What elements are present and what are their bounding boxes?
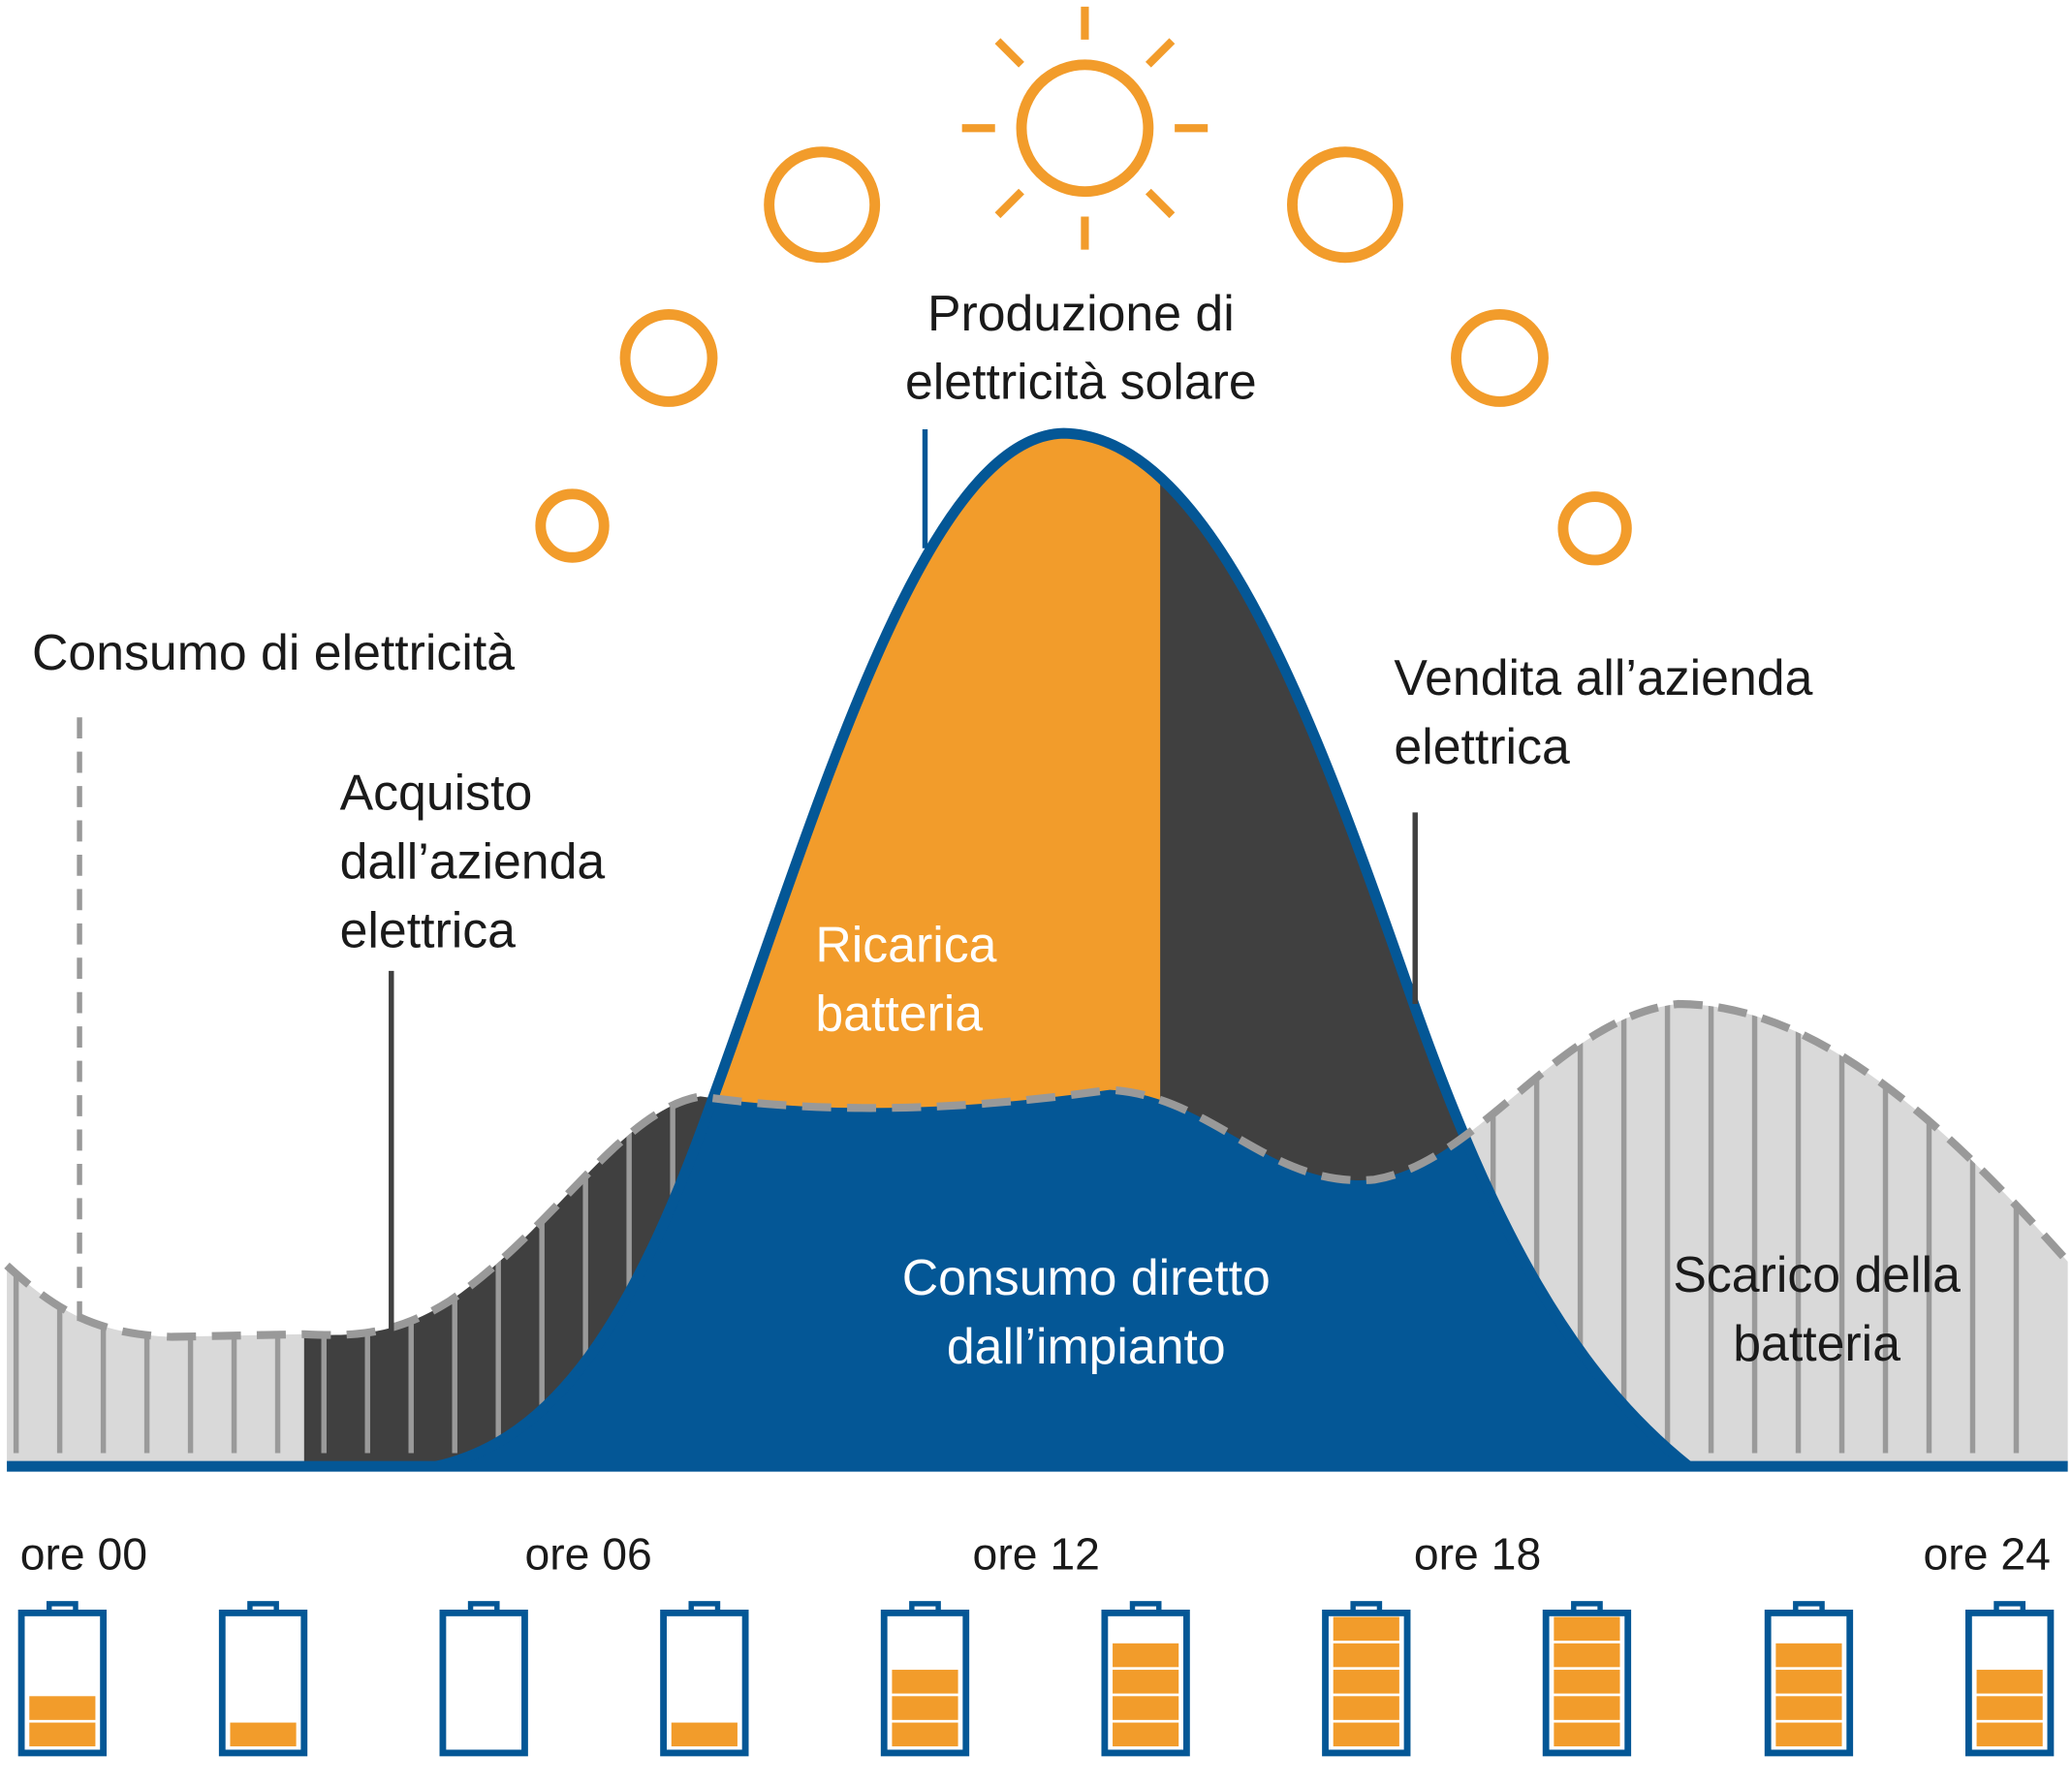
labels: Produzione di elettricità solare Consumo d… (20, 285, 2051, 1580)
battery-segment (1113, 1696, 1179, 1720)
leader-lines (77, 429, 1418, 1337)
battery-segment (230, 1722, 297, 1747)
battery-segment (1554, 1670, 1620, 1694)
consumption-outline (4, 999, 2071, 1341)
battery (218, 1601, 308, 1757)
battery-segment (1976, 1696, 2043, 1720)
battery-level (1113, 1643, 1179, 1747)
battery-level (1775, 1643, 1842, 1747)
battery-segment (1333, 1643, 1399, 1668)
batteries (17, 1601, 2055, 1757)
chart-areas (4, 427, 2071, 1472)
battery-segment (1113, 1670, 1179, 1694)
sun-position (764, 146, 881, 264)
label-direct-consumption: Consumo diretto (902, 1249, 1271, 1305)
battery-level (1333, 1616, 1399, 1747)
hour-label: ore 00 (20, 1528, 147, 1579)
battery-level (892, 1670, 958, 1747)
label-battery-discharge: Scarico della (1673, 1246, 1961, 1302)
battery-segment (1554, 1616, 1620, 1642)
label-direct-consumption: dall’impianto (947, 1318, 1226, 1374)
battery (439, 1601, 528, 1757)
battery-segment (29, 1722, 96, 1747)
solar-outline (434, 427, 1692, 1472)
label-sale: elettrica (1394, 718, 1570, 774)
battery-segment (1333, 1722, 1399, 1747)
label-battery-discharge: batteria (1733, 1315, 1900, 1371)
battery-body (439, 1610, 528, 1757)
hour-label: ore 24 (1924, 1528, 2051, 1579)
battery-segment (1554, 1696, 1620, 1720)
battery-segment (1113, 1643, 1179, 1668)
sun (1016, 59, 1154, 198)
battery (1101, 1601, 1190, 1757)
label-solar-production: Produzione di (927, 285, 1235, 341)
battery-segment (1976, 1670, 2043, 1694)
battery (1964, 1601, 2055, 1757)
battery-segment (892, 1696, 958, 1720)
label-solar-production: elettricità solare (905, 354, 1257, 410)
label-purchase: Acquisto (340, 765, 533, 821)
sun-position (1451, 308, 1549, 407)
battery-segment (1976, 1722, 2043, 1747)
sun-position (1287, 146, 1403, 264)
battery-segment (1554, 1643, 1620, 1668)
battery-segment (1554, 1722, 1620, 1747)
sun-position (619, 308, 718, 407)
label-battery-charge: batteria (815, 985, 983, 1041)
battery (1764, 1601, 1854, 1757)
hour-label: ore 18 (1414, 1528, 1541, 1579)
battery (880, 1601, 970, 1757)
battery-segment (892, 1722, 958, 1747)
hour-label: ore 06 (524, 1528, 651, 1579)
battery-level (1554, 1616, 1620, 1747)
battery-segment (29, 1696, 96, 1720)
battery (660, 1601, 749, 1757)
sun-position (1557, 491, 1632, 566)
battery-level (29, 1696, 96, 1747)
battery (17, 1601, 108, 1757)
battery-segment (1775, 1696, 1842, 1720)
battery-segment (1333, 1670, 1399, 1694)
battery-level (671, 1722, 738, 1747)
battery-segment (1113, 1722, 1179, 1747)
label-consumption: Consumo di elettricità (32, 624, 515, 680)
battery-segment (1775, 1722, 1842, 1747)
battery-level (1976, 1670, 2043, 1747)
battery (1542, 1601, 1632, 1757)
battery-segment (892, 1670, 958, 1694)
battery-segment (1775, 1643, 1842, 1668)
suns (535, 6, 1632, 566)
sun-position (535, 488, 610, 563)
battery (1322, 1601, 1411, 1757)
sun-rays (961, 6, 1209, 250)
battery-segment (1775, 1670, 1842, 1694)
battery-segment (1333, 1616, 1399, 1642)
label-purchase: dall’azienda (340, 833, 606, 890)
label-battery-charge: Ricarica (815, 916, 996, 972)
battery-segment (1333, 1696, 1399, 1720)
battery-level (230, 1722, 297, 1747)
hour-label: ore 12 (973, 1528, 1100, 1579)
label-sale: Vendita all’azienda (1394, 649, 1812, 705)
battery-segment (671, 1722, 738, 1747)
label-purchase: elettrica (340, 901, 517, 957)
